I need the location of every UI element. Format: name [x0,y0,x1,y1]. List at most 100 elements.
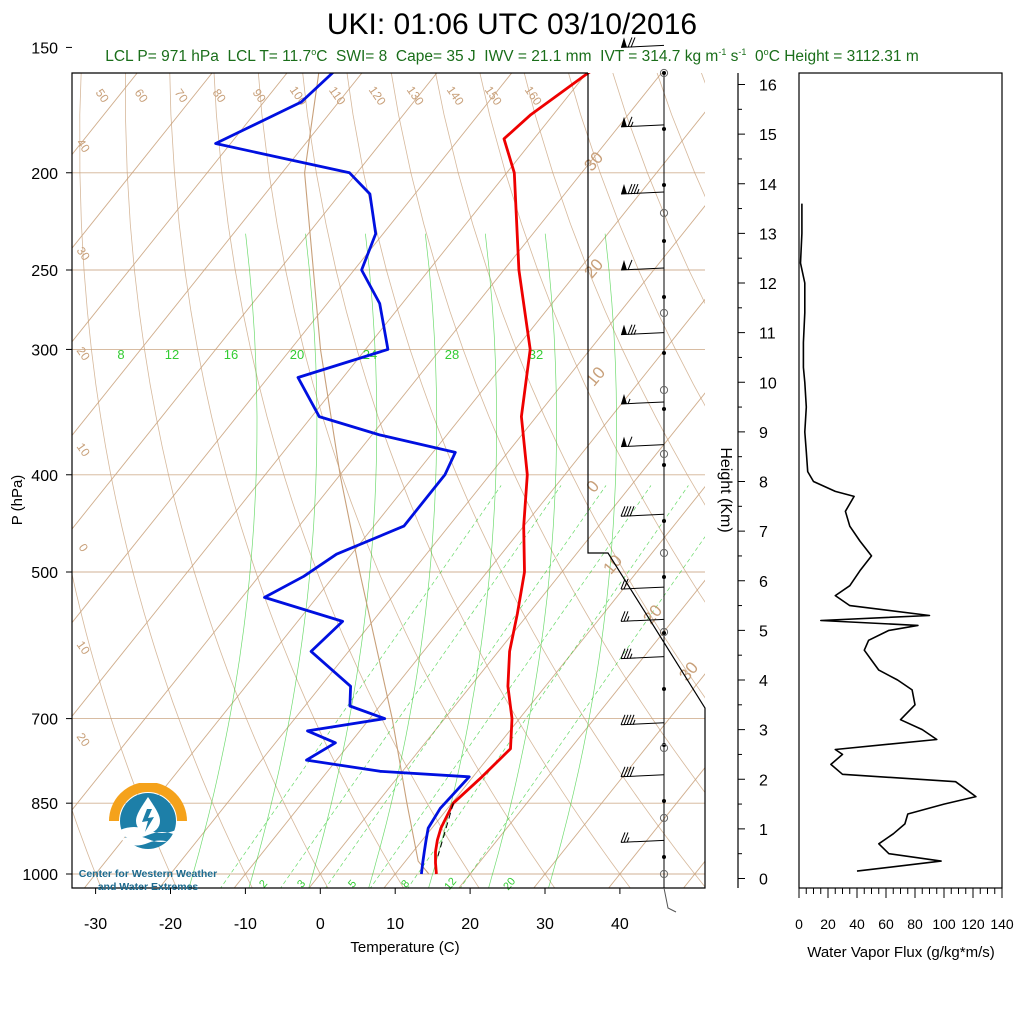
wind-barb-feather [620,832,626,843]
height-marker-dot [662,575,666,579]
isotherm-line [83,111,705,888]
x-tick-label: -10 [234,916,257,933]
wind-barb-feather [623,578,629,590]
wind-barb [620,611,665,622]
height-marker-dot [662,407,666,411]
wind-barb-feather [633,183,639,195]
dry-adiabat-line [79,73,253,888]
dry-adiabat-line [435,73,705,699]
wind-barb-feather [620,578,626,590]
wind-barb [620,259,665,271]
cape-value: Cape= 35 J [395,48,476,66]
isotherm-right-label: 10 [599,551,626,578]
series-layer [214,73,591,875]
height-tick-label: 10 [759,375,777,392]
parcel-profile-line [304,73,430,875]
height-marker-dot [662,295,666,299]
flux-tick-label: 80 [907,916,923,932]
dry-adiabat-line [124,73,329,888]
mixing-ratio-line [325,485,607,888]
y-tick-label: 250 [31,263,58,280]
wind-barb-feather [627,436,633,447]
dry-adiabat-line [213,73,480,888]
wind-barb-shaft [620,618,665,622]
isotherm-line [308,392,705,888]
isotherm-left-label: 0 [76,541,91,555]
height-tick-label: 6 [759,574,768,591]
flux-tick-label: 40 [849,916,865,932]
height-tick-label: 2 [759,772,768,789]
isotherm-line [158,205,705,888]
moist-adiabat-line [188,233,258,888]
wind-barb-feather [627,324,633,335]
x-tick-label: 40 [611,916,629,933]
dry-adiabat-line [346,73,705,888]
isotherm-left-label: 40 [74,136,93,155]
wind-barb-pennant [621,393,627,404]
x-tick-label: 20 [461,916,479,933]
height-tick-label: 0 [759,872,768,889]
wind-barb-shaft [620,839,665,843]
wind-barb-feather [620,648,626,659]
y-tick-label: 850 [31,796,58,813]
pressure-level-marker [659,449,669,459]
isotherm-line [72,73,288,343]
isotherm-line [458,579,705,888]
flux-axis-title: Water Vapor Flux (g/kg*m/s) [807,944,995,961]
ivt-value: IVT = 314.7 kg m [600,48,719,66]
lcl-pressure: LCL P= 971 hPa [105,48,219,66]
dry-adiabat-line [72,572,178,888]
wind-barb-shaft [620,332,665,336]
dry-adiabat-line [302,73,631,888]
ivt-seconds: s [726,48,739,66]
height-tick-label: 16 [759,78,777,95]
y-tick-label: 1000 [22,867,58,884]
dry-adiabat-grid [72,0,1024,895]
wind-barb-feather [623,506,629,517]
height-marker-dot [662,463,666,467]
isotherm-top-label: 90 [250,86,269,105]
height-marker-dot [662,687,666,691]
wind-barb-feather [626,766,632,777]
flux-series-group [799,203,977,872]
mixing-ratio-line [220,485,502,888]
height-marker-dot [662,799,666,803]
mixing-ratio-line [280,485,562,888]
wind-barb-feather [626,648,632,659]
wind-barb-shaft [620,401,665,405]
dry-adiabat-line [796,0,1024,895]
height-marker-dot [662,239,666,243]
wind-barb-feather [623,714,629,725]
wind-barb [620,766,665,778]
wind-barb-pennant [621,37,627,48]
isotherm-line [72,73,138,156]
isotherm-left-label: 20 [74,730,93,749]
wind-barb-pennant [621,184,627,195]
isotherm-right-label: 0 [582,477,603,496]
dry-adiabat-line [257,73,556,888]
dry-adiabat-line [701,73,705,84]
height-tick-label: 1 [759,822,768,839]
moist-adiabat-line [248,233,318,888]
height-marker-dot [662,631,666,635]
isotherm-grid [72,73,705,888]
dry-adiabat-line [757,0,1024,895]
isotherm-right-label: 30 [580,148,607,175]
height-marker-dot [662,127,666,131]
wind-barb-shaft [620,656,665,660]
flux-tick-label: 100 [932,916,956,932]
isotherm-right-label: 20 [580,255,607,282]
wind-barb-pennant [621,324,627,335]
height-tick-label: 7 [759,524,768,541]
wind-barb-feather [623,766,629,777]
height-marker-dot [662,183,666,187]
wind-barb [620,436,665,448]
wind-barb-half-feather [633,329,637,335]
height-tick-label: 11 [759,326,776,343]
mixing-ratio-label: 20 [290,347,304,362]
dry-adiabat-line [479,73,705,603]
wind-barb-feather [627,183,633,195]
pressure-level-marker [659,68,669,78]
wind-barb [620,506,665,517]
